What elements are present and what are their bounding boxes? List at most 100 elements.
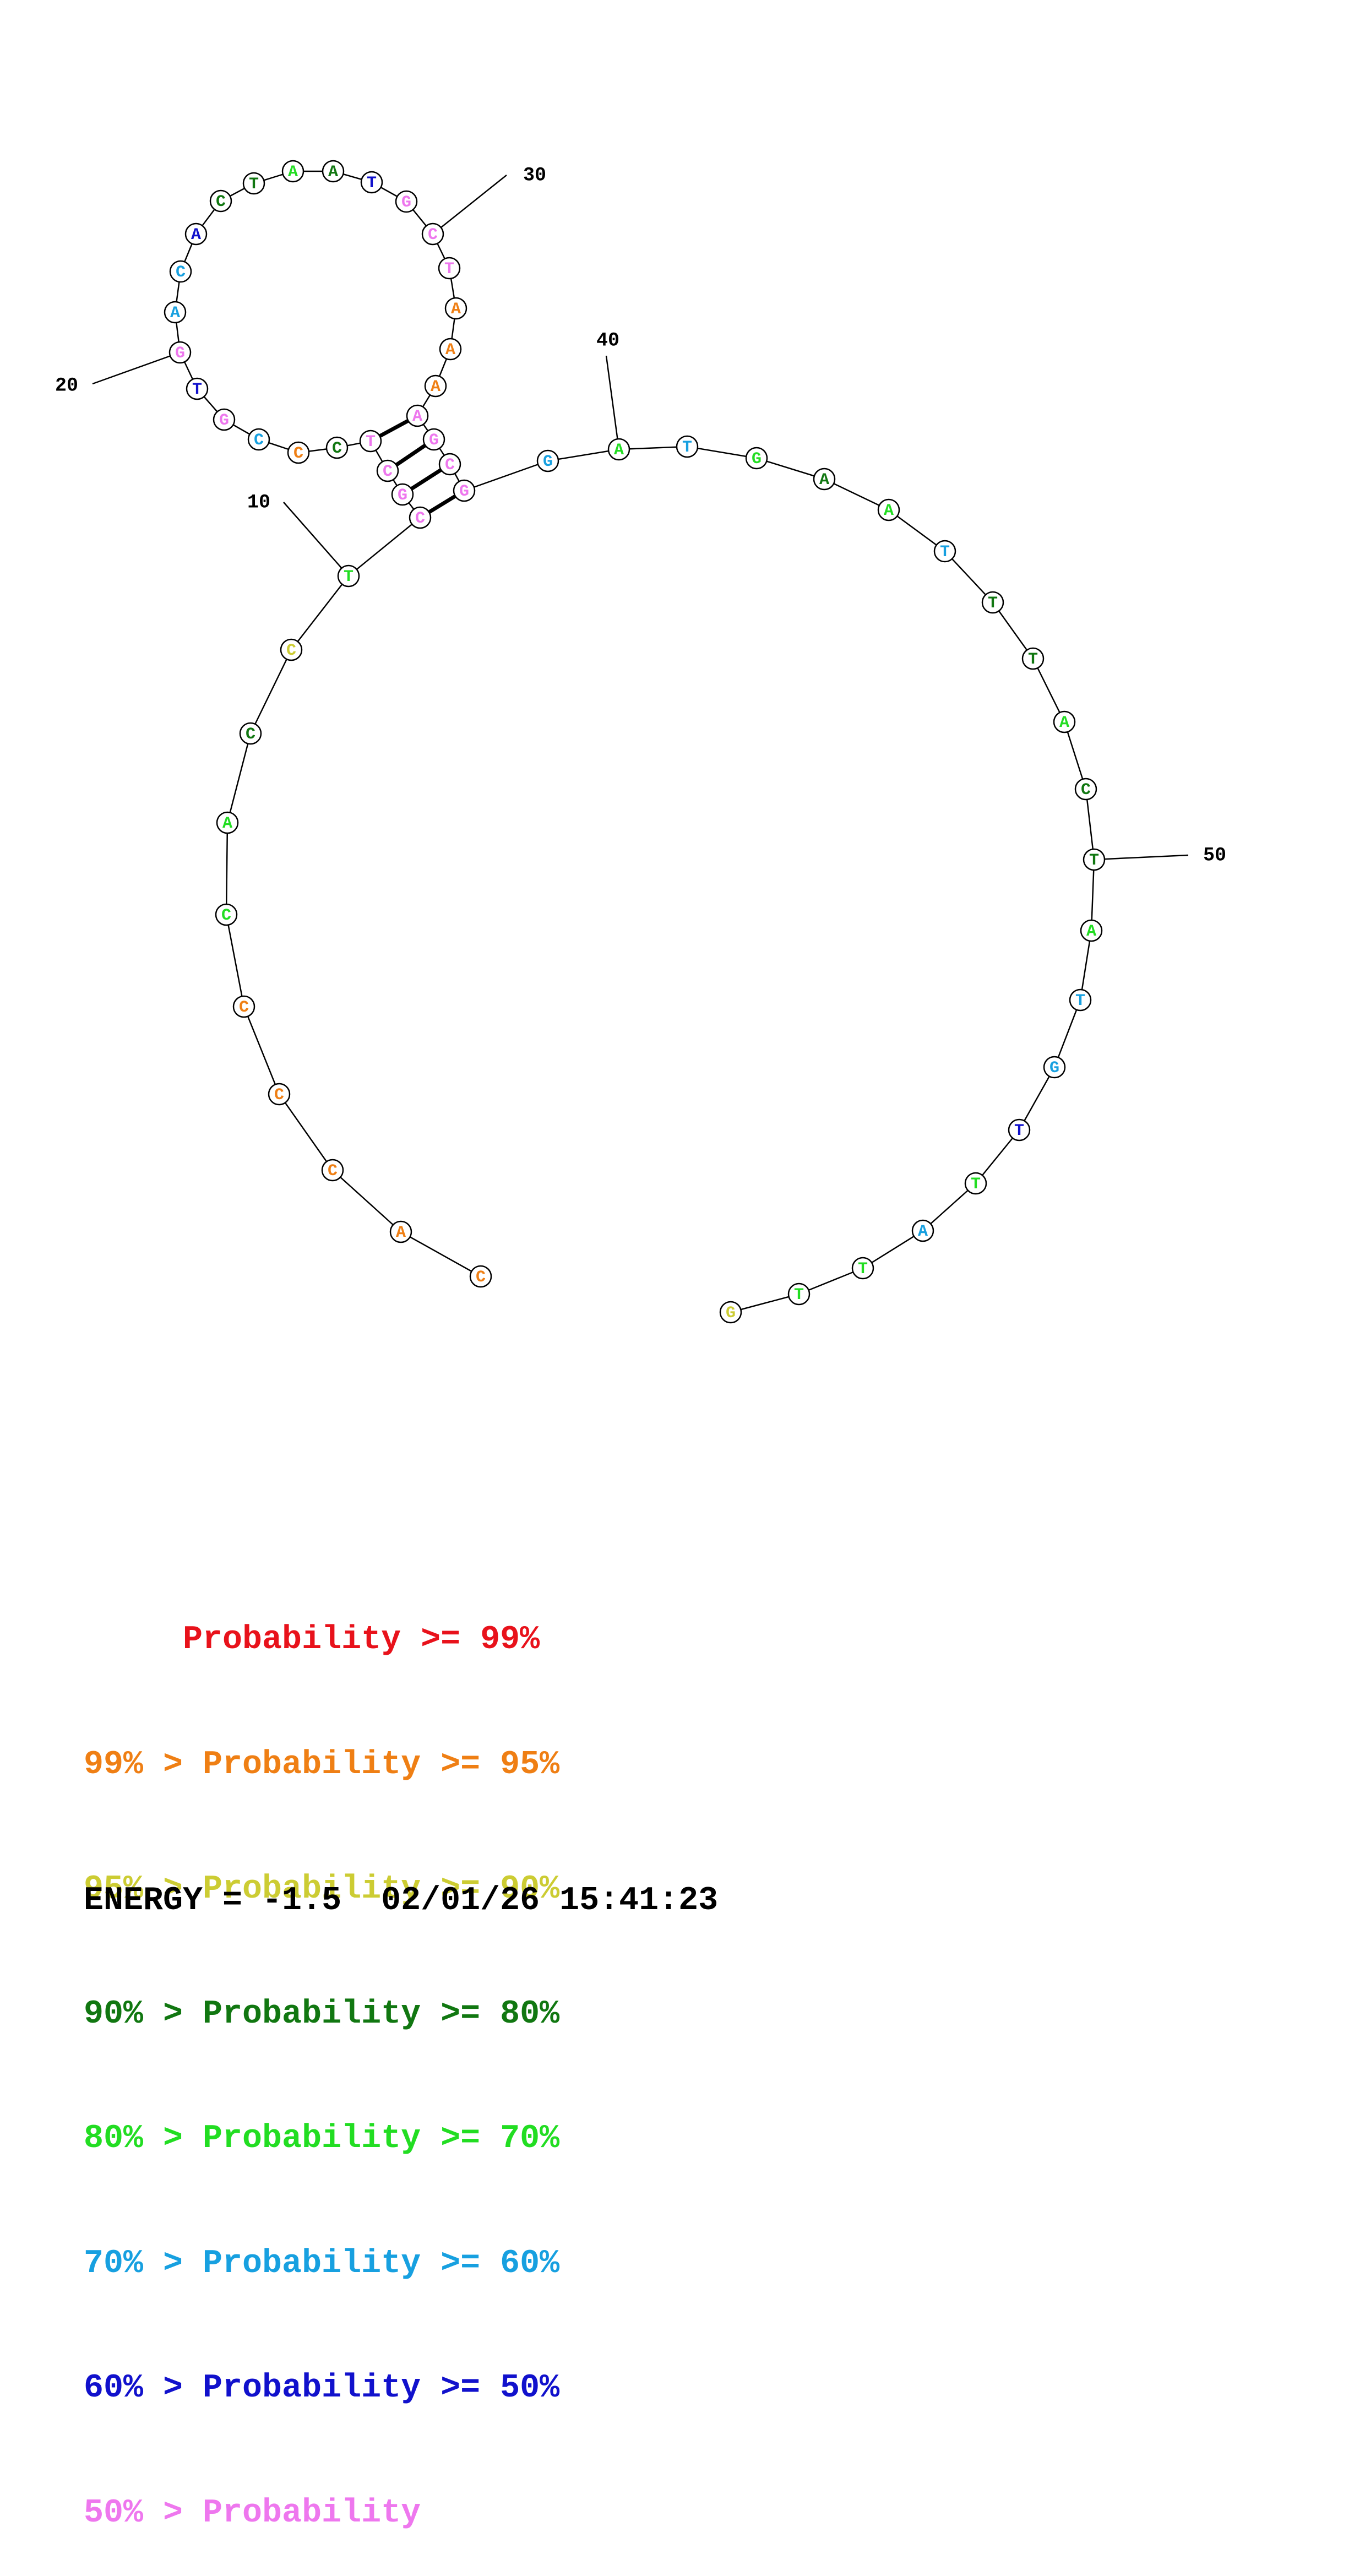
nucleotide-base: T [192,381,202,399]
nucleotide-base: T [971,1175,981,1194]
position-tick [432,175,507,235]
nucleotide-base: C [383,463,393,481]
nucleotide-circle [453,479,476,502]
nucleotide: C [469,1265,492,1288]
nucleotide: A [406,404,429,427]
nucleotide: G [395,190,418,213]
nucleotide-base: A [445,341,455,360]
nucleotide-base: A [222,814,232,833]
nucleotide-circle [438,453,461,476]
nucleotide-base: A [884,502,894,520]
nucleotide-base: G [175,344,185,363]
backbone-segment [291,575,349,650]
nucleotide: A [607,438,630,461]
position-label: 50 [1203,844,1226,866]
nucleotide-circle [851,1257,874,1280]
nucleotide-base: G [459,482,469,501]
backbone-segment [1079,930,1092,1001]
nucleotide-base: T [988,594,998,613]
nucleotide-base: C [216,193,226,211]
nucleotide: C [287,441,310,464]
nucleotide-circle [389,1220,412,1243]
nucleotide-base: T [1089,851,1099,870]
nucleotide-circle [1080,919,1103,942]
nucleotide: T [337,564,360,588]
nucleotide: T [359,430,382,453]
backbone-segment [862,1230,923,1269]
nucleotide: G [422,428,445,451]
backbone-segment [824,478,889,511]
nucleotide-base: A [451,300,461,319]
nucleotide-circle [280,638,303,661]
nucleotide: T [438,257,461,280]
nucleotide-base: G [752,450,762,469]
nucleotide: A [911,1219,934,1242]
backbone [174,170,1095,1313]
nucleotide-base: C [221,906,231,925]
nucleotide: T [676,435,699,458]
nucleotide-circle [321,1159,344,1182]
backbone-segment [547,448,619,462]
nucleotide-circle [360,171,383,194]
nucleotide-circle [1074,778,1097,801]
backbone-segment [464,460,548,492]
nucleotide: G [453,479,476,502]
nucleotide-circle [438,257,461,280]
backbone-segment [992,602,1034,659]
position-tick [283,502,349,577]
nucleotide-circle [209,189,232,213]
nucleotide-circle [1021,647,1045,670]
legend-row-p99: Probability >= 99% [84,1621,540,1659]
backbone-segment [922,1183,976,1231]
nucleotide: A [877,498,900,521]
nucleotide-base: C [328,1162,338,1181]
backbone-segment [618,445,688,450]
backbone-segment [798,1267,863,1295]
nucleotide-base: C [246,725,255,744]
nucleotide-base: A [396,1224,406,1242]
backbone-segment [730,1293,800,1313]
nucleotide: C [280,638,303,661]
nucleotide-circle [215,903,238,926]
nucleotide-circle [536,449,559,472]
backbone-segment [348,517,421,577]
nucleotide-circle [1043,1056,1066,1079]
nucleotide: A [281,160,304,183]
nucleotide: C [268,1083,291,1106]
nucleotide: T [186,377,209,400]
nucleotide: A [1053,710,1076,733]
nucleotide: C [215,903,238,926]
backbone-segment [1053,999,1081,1068]
nucleotide-circle [169,260,192,283]
position-label: 20 [55,374,78,396]
backbone-segment [975,1129,1020,1184]
nucleotide: C [409,506,432,529]
nucleotide-base: A [431,378,441,396]
nucleotide-base: C [274,1086,284,1105]
probability-legend: Probability >= 99% 99% > Probability >= … [84,1536,559,2576]
nucleotide-base: T [367,174,377,193]
nucleotide-circle [469,1265,492,1288]
nucleotide-base: A [328,163,338,182]
nucleotide: C [376,459,399,482]
backbone-segment [243,1006,280,1095]
nucleotide-circle [877,498,900,521]
legend-row-p80: 90% > Probability >= 80% [84,1995,560,2033]
position-tick [92,351,181,385]
nucleotide-base: A [191,226,201,244]
nucleotide-circle [184,222,208,246]
nucleotide: C [421,222,444,246]
backbone-segment [1085,789,1095,860]
nucleotide: G [168,341,192,364]
nucleotide: T [981,591,1004,614]
nucleotide-circle [213,408,236,431]
nucleotide-circle [242,172,265,195]
nucleotide-circle [424,374,447,398]
nucleotide-base: G [219,411,229,430]
energy-timestamp: ENERGY = -1.5 02/01/26 15:41:23 [84,1882,719,1920]
nucleotide: C [209,189,232,213]
nucleotide-circle [813,468,836,491]
nucleotide-base: G [401,193,411,212]
nucleotide-base: A [170,304,180,323]
nucleotide: C [169,260,192,283]
